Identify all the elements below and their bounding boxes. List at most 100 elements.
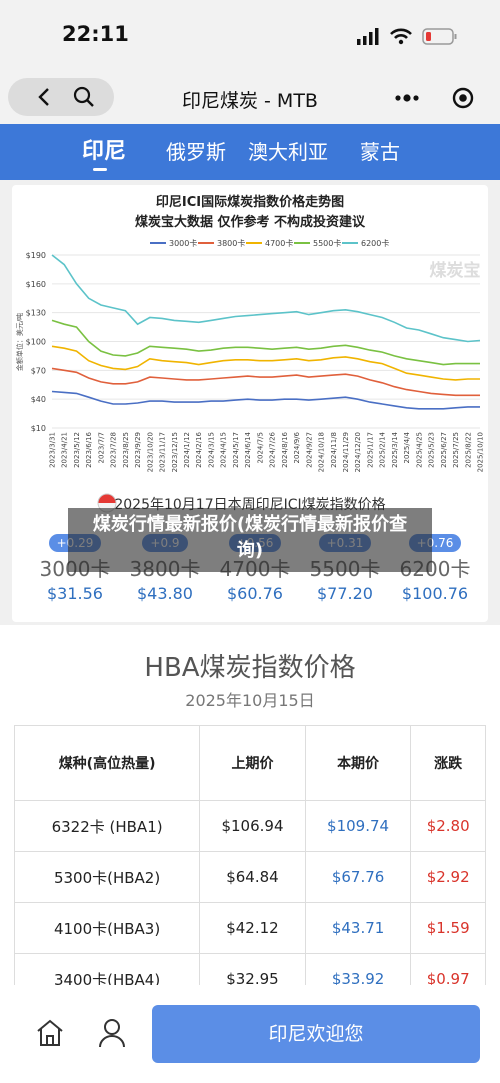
status-bar: 22:11 [0, 0, 500, 72]
x-tick-label: 2025/1/17 [366, 432, 374, 468]
chart-title: 印尼ICI国际煤炭指数价格走势图 [156, 194, 344, 210]
tab[interactable]: 俄罗斯 [166, 140, 226, 164]
x-tick-label: 2023/7/7 [97, 432, 105, 463]
price: $60.76 [227, 584, 283, 603]
x-tick-label: 2024/9/6 [293, 431, 301, 463]
tab-indicator [93, 168, 107, 171]
table-cell: 5300卡(HBA2) [13, 851, 201, 903]
x-tick-label: 2025/8/22 [464, 432, 472, 468]
x-tick-label: 2023/3/31 [49, 432, 57, 468]
table-header: 上期价 [199, 725, 306, 801]
tab-bar: 印尼 俄罗斯 澳大利亚 蒙古 [0, 124, 500, 180]
x-tick-label: 2024/2/16 [195, 431, 203, 467]
nav-title: 印尼煤炭 - MTB [182, 90, 318, 112]
capsule [8, 78, 114, 116]
series-line [51, 345, 480, 381]
x-tick-label: 2024/9/27 [305, 432, 313, 468]
x-tick-label: 2025/5/23 [428, 432, 436, 468]
x-tick-label: 2023/9/29 [134, 432, 142, 468]
table-cell: $2.92 [410, 851, 486, 903]
x-tick-label: 2025/6/27 [440, 432, 448, 468]
y-axis-label: 金额单位：美元/吨 [15, 313, 24, 371]
chart-subtitle: 煤炭宝大数据 仅作参考 不构成投资建议 [135, 214, 366, 230]
x-tick-label: 2024/7/26 [269, 431, 277, 467]
price: $100.76 [401, 584, 469, 603]
table-header: 煤种(高位热量) [13, 725, 201, 801]
clock: 22:11 [62, 22, 129, 46]
table-cell: $1.59 [410, 902, 486, 954]
x-tick-label: 2025/4/4 [403, 431, 411, 463]
table-row: 6322卡 (HBA1) $106.94 $109.74 $2.80 [13, 800, 486, 852]
legend-label: 4700卡 [265, 238, 293, 248]
price: $43.80 [137, 584, 193, 603]
y-tick-label: $160 [26, 280, 46, 289]
tab[interactable]: 澳大利亚 [248, 140, 328, 164]
nav-bar: 印尼煤炭 - MTB [0, 72, 500, 124]
status-icons [357, 28, 457, 45]
table-cell: $43.71 [304, 902, 412, 954]
y-tick-label: $100 [26, 338, 46, 347]
table-row: 4100卡(HBA3) $42.12 $43.71 $1.59 [13, 902, 486, 954]
bottom-bar: 印尼欢迎您 [0, 985, 500, 1083]
table-cell: $109.74 [304, 800, 412, 852]
price: $31.56 [47, 584, 103, 603]
x-tick-label: 2024/6/14 [244, 431, 252, 467]
table-cell: 6322卡 (HBA1) [13, 800, 201, 852]
chart: 印尼ICI国际煤炭指数价格走势图 煤炭宝大数据 仅作参考 不构成投资建议 煤炭宝… [15, 194, 485, 472]
x-tick-label: 2025/7/25 [452, 432, 460, 468]
x-tick-label: 2023/8/25 [122, 432, 130, 468]
y-tick-label: $190 [26, 251, 46, 260]
hba-title: HBA煤炭指数价格 [144, 653, 356, 683]
x-tick-label: 2024/3/15 [207, 432, 215, 468]
table-cell: $64.84 [199, 851, 306, 903]
series-line [51, 390, 480, 410]
x-tick-label: 2025/2/14 [379, 431, 387, 467]
x-tick-label: 2024/12/20 [354, 432, 362, 472]
x-tick-label: 2024/1/12 [183, 432, 191, 468]
x-tick-label: 2023/12/15 [171, 432, 179, 472]
x-tick-label: 2023/7/28 [110, 432, 118, 468]
x-tick-label: 2023/10/20 [146, 432, 154, 472]
legend-label: 3000卡 [169, 238, 197, 248]
x-tick-label: 2024/5/17 [232, 432, 240, 468]
table-row: 5300卡(HBA2) $64.84 $67.76 $2.92 [13, 851, 486, 903]
table-cell: 4100卡(HBA3) [13, 902, 201, 954]
series-line [51, 319, 480, 366]
x-tick-label: 2023/5/12 [73, 432, 81, 468]
x-tick-label: 2025/3/14 [391, 431, 399, 467]
x-tick-label: 2024/11/8 [330, 432, 338, 468]
tab[interactable]: 印尼 [81, 139, 126, 164]
x-tick-label: 2024/7/5 [256, 432, 264, 463]
hba-section: HBA煤炭指数价格 2025年10月15日 煤种(高位热量) 上期价 本期价 涨跌 63… [0, 625, 500, 1005]
x-tick-label: 2023/4/21 [61, 432, 69, 468]
x-tick-label: 2025/10/10 [477, 432, 485, 472]
x-tick-label: 2023/11/17 [159, 432, 167, 472]
price: $77.20 [317, 584, 373, 603]
hba-table: 煤种(高位热量) 上期价 本期价 涨跌 6322卡 (HBA1) $106.94 $109.… [13, 725, 486, 1005]
overlay-banner: 煤炭行情最新报价(煤炭行情最新报价查询) [68, 508, 432, 572]
footer-icons[interactable] [34, 1017, 134, 1051]
legend-label: 3800卡 [217, 238, 245, 248]
table-cell: $2.80 [410, 800, 486, 852]
welcome-button[interactable]: 印尼欢迎您 [152, 1005, 480, 1063]
menu-icons[interactable] [390, 82, 490, 114]
y-tick-label: $10 [31, 424, 46, 433]
watermark: 煤炭宝 [430, 260, 481, 281]
series-line [51, 254, 481, 343]
table-cell: $106.94 [199, 800, 306, 852]
x-tick-label: 2023/6/16 [85, 431, 93, 467]
y-tick-label: $40 [31, 395, 46, 404]
nav-icons[interactable] [8, 78, 114, 116]
table-cell: $67.76 [304, 851, 412, 903]
legend-label: 5500卡 [313, 238, 341, 248]
y-tick-label: $130 [26, 309, 46, 318]
legend-label: 6200卡 [361, 238, 389, 248]
x-tick-label: 2024/4/15 [220, 432, 228, 468]
hba-date: 2025年10月15日 [185, 691, 315, 710]
x-tick-label: 2024/8/16 [281, 431, 289, 467]
table-header: 涨跌 [410, 725, 486, 801]
table-header: 本期价 [304, 725, 412, 801]
tab[interactable]: 蒙古 [360, 140, 400, 164]
table-cell: $42.12 [199, 902, 306, 954]
